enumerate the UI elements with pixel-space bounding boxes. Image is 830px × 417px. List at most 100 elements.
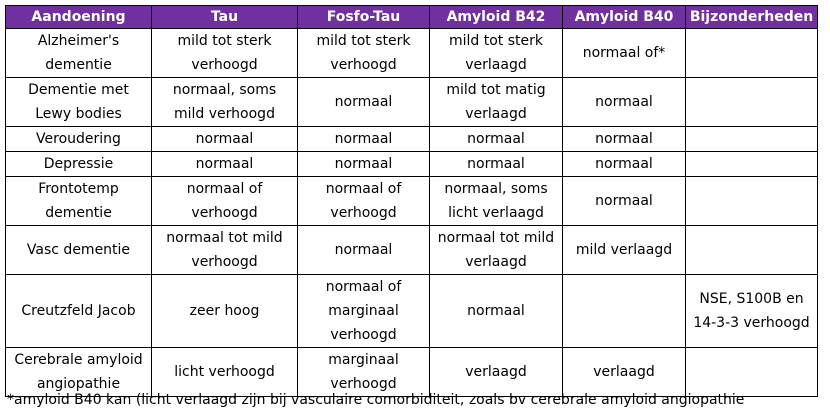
condition-cell: Creutzfeld Jacob [5,274,152,348]
cell-text-line: normaal [467,156,525,172]
column-header: Fosfo-Tau [297,5,430,29]
cell-text-line: mild verhoogd [174,106,275,122]
cell-text-line: verhoogd [330,376,397,392]
cell-text-line: verhoogd [191,254,258,270]
cell-text-line: verhoogd [330,57,397,73]
table-cell: verlaagd [429,347,563,397]
table-cell: normaal [297,151,430,177]
cell-text-line: Vasc dementie [26,242,131,258]
table-cell: normaal [429,151,563,177]
cell-text-line: normaal [334,242,393,258]
table-cell [685,225,818,275]
cell-text-line: normaal of [325,181,402,197]
cell-text-line: normaal [195,156,254,172]
cell-text-line: normaal, soms [444,181,548,197]
cell-text-line: normaal of* [582,45,666,61]
column-header: Bijzonderheden [685,5,818,29]
cell-text-line: verlaagd [465,57,527,73]
condition-cell: Veroudering [5,126,152,152]
cell-text-line: marginaal [328,352,399,368]
cell-text-line: Cerebrale amyloid [14,352,143,368]
cell-text-line: normaal [467,131,525,147]
table-cell [562,274,686,348]
table-row: Veroudering normaal normaal normaal normaal [5,126,818,152]
column-header: Amyloid B42 [429,5,563,29]
cell-text-line: verhoogd [330,205,397,221]
cell-text-line: mild verlaagd [575,242,673,258]
table-row: Cerebrale amyloid angiopathie licht verhoo… [5,347,818,397]
table-cell: mild tot matig verlaagd [429,77,563,127]
condition-cell: Frontotemp dementie [5,176,152,226]
cell-text-line: normaal [334,131,393,147]
condition-cell: Vasc dementie [5,225,152,275]
table-cell: normaal tot mild verlaagd [429,225,563,275]
cell-text-line: normaal [595,94,653,110]
condition-cell: Dementie met Lewy bodies [5,77,152,127]
condition-cell: Cerebrale amyloid angiopathie [5,347,152,397]
cell-text-line: Depressie [43,156,114,172]
table-cell: mild tot sterk verhoogd [151,28,298,78]
table-row: Alzheimer's dementie mild tot sterk verhoog… [5,28,818,78]
table-cell: normaal [151,151,298,177]
cell-text-line: normaal, soms [172,82,277,98]
cell-text-line: licht verlaagd [448,205,544,221]
table-cell: normaal [429,126,563,152]
table-cell [685,176,818,226]
table-row: Frontotemp dementie normaal of verhoogd norm… [5,176,818,226]
cell-text-line: normaal tot mild [166,230,283,246]
cell-text-line: normaal [334,94,393,110]
table-row: Vasc dementie normaal tot mild verhoogd nor… [5,225,818,275]
table-cell [685,347,818,397]
table-cell: normaal of* [562,28,686,78]
table-cell: verlaagd [562,347,686,397]
cell-text-line: Veroudering [36,131,121,147]
cell-text-line: verlaagd [465,106,527,122]
cell-text-line: normaal [467,303,525,319]
table-cell: normaal [297,225,430,275]
footnote: *amyloid B40 kan (licht verlaagd zijn bi… [7,392,745,408]
cell-text-line: verlaagd [465,364,527,380]
cell-text-line: marginaal [328,303,399,319]
column-header: Aandoening [5,5,152,29]
column-header: Amyloid B40 [562,5,686,29]
cell-text-line: normaal [595,156,653,172]
table-cell: normaal [562,126,686,152]
table-cell: normaal of verhoogd [151,176,298,226]
csf-biomarker-table: Aandoening Tau Fosfo-Tau Amyloid B42 Amyloid… [5,5,818,397]
cell-text-line: verlaagd [465,254,527,270]
cell-text-line: normaal of [186,181,263,197]
cell-text-line: 14-3-3 verhoogd [693,315,810,331]
cell-text-line: dementie [45,205,112,221]
table-body: Alzheimer's dementie mild tot sterk verhoog… [5,28,818,397]
table-cell: normaal [297,126,430,152]
cell-text-line: normaal [334,156,393,172]
cell-text-line: Creutzfeld Jacob [21,303,136,319]
cell-text-line: normaal tot mild [437,230,555,246]
cell-text-line: verhoogd [330,327,397,343]
column-header: Tau [151,5,298,29]
table-cell: marginaal verhoogd [297,347,430,397]
table-cell: normaal [151,126,298,152]
table-cell: mild tot sterk verlaagd [429,28,563,78]
table-cell: normaal [429,274,563,348]
table-cell: mild verlaagd [562,225,686,275]
cell-text-line: verlaagd [593,364,655,380]
table-cell: licht verhoogd [151,347,298,397]
cell-text-line: mild tot matig [446,82,546,98]
table-cell: zeer hoog [151,274,298,348]
cell-text-line: normaal [595,193,653,209]
cell-text-line: normaal [195,131,254,147]
cell-text-line: mild tot sterk [177,33,272,49]
table-cell [685,151,818,177]
cell-text-line: normaal of [325,279,402,295]
cell-text-line: Alzheimer's [37,33,120,49]
condition-cell: Alzheimer's dementie [5,28,152,78]
table-cell: normaal [562,176,686,226]
table-cell [685,126,818,152]
table-cell: normaal [297,77,430,127]
cell-text-line: dementie [45,57,112,73]
cell-text-line: verhoogd [191,205,258,221]
table-header-row: Aandoening Tau Fosfo-Tau Amyloid B42 Amyloid… [5,5,818,29]
cell-text-line: Dementie met [28,82,129,98]
cell-text-line: mild tot sterk [448,33,543,49]
